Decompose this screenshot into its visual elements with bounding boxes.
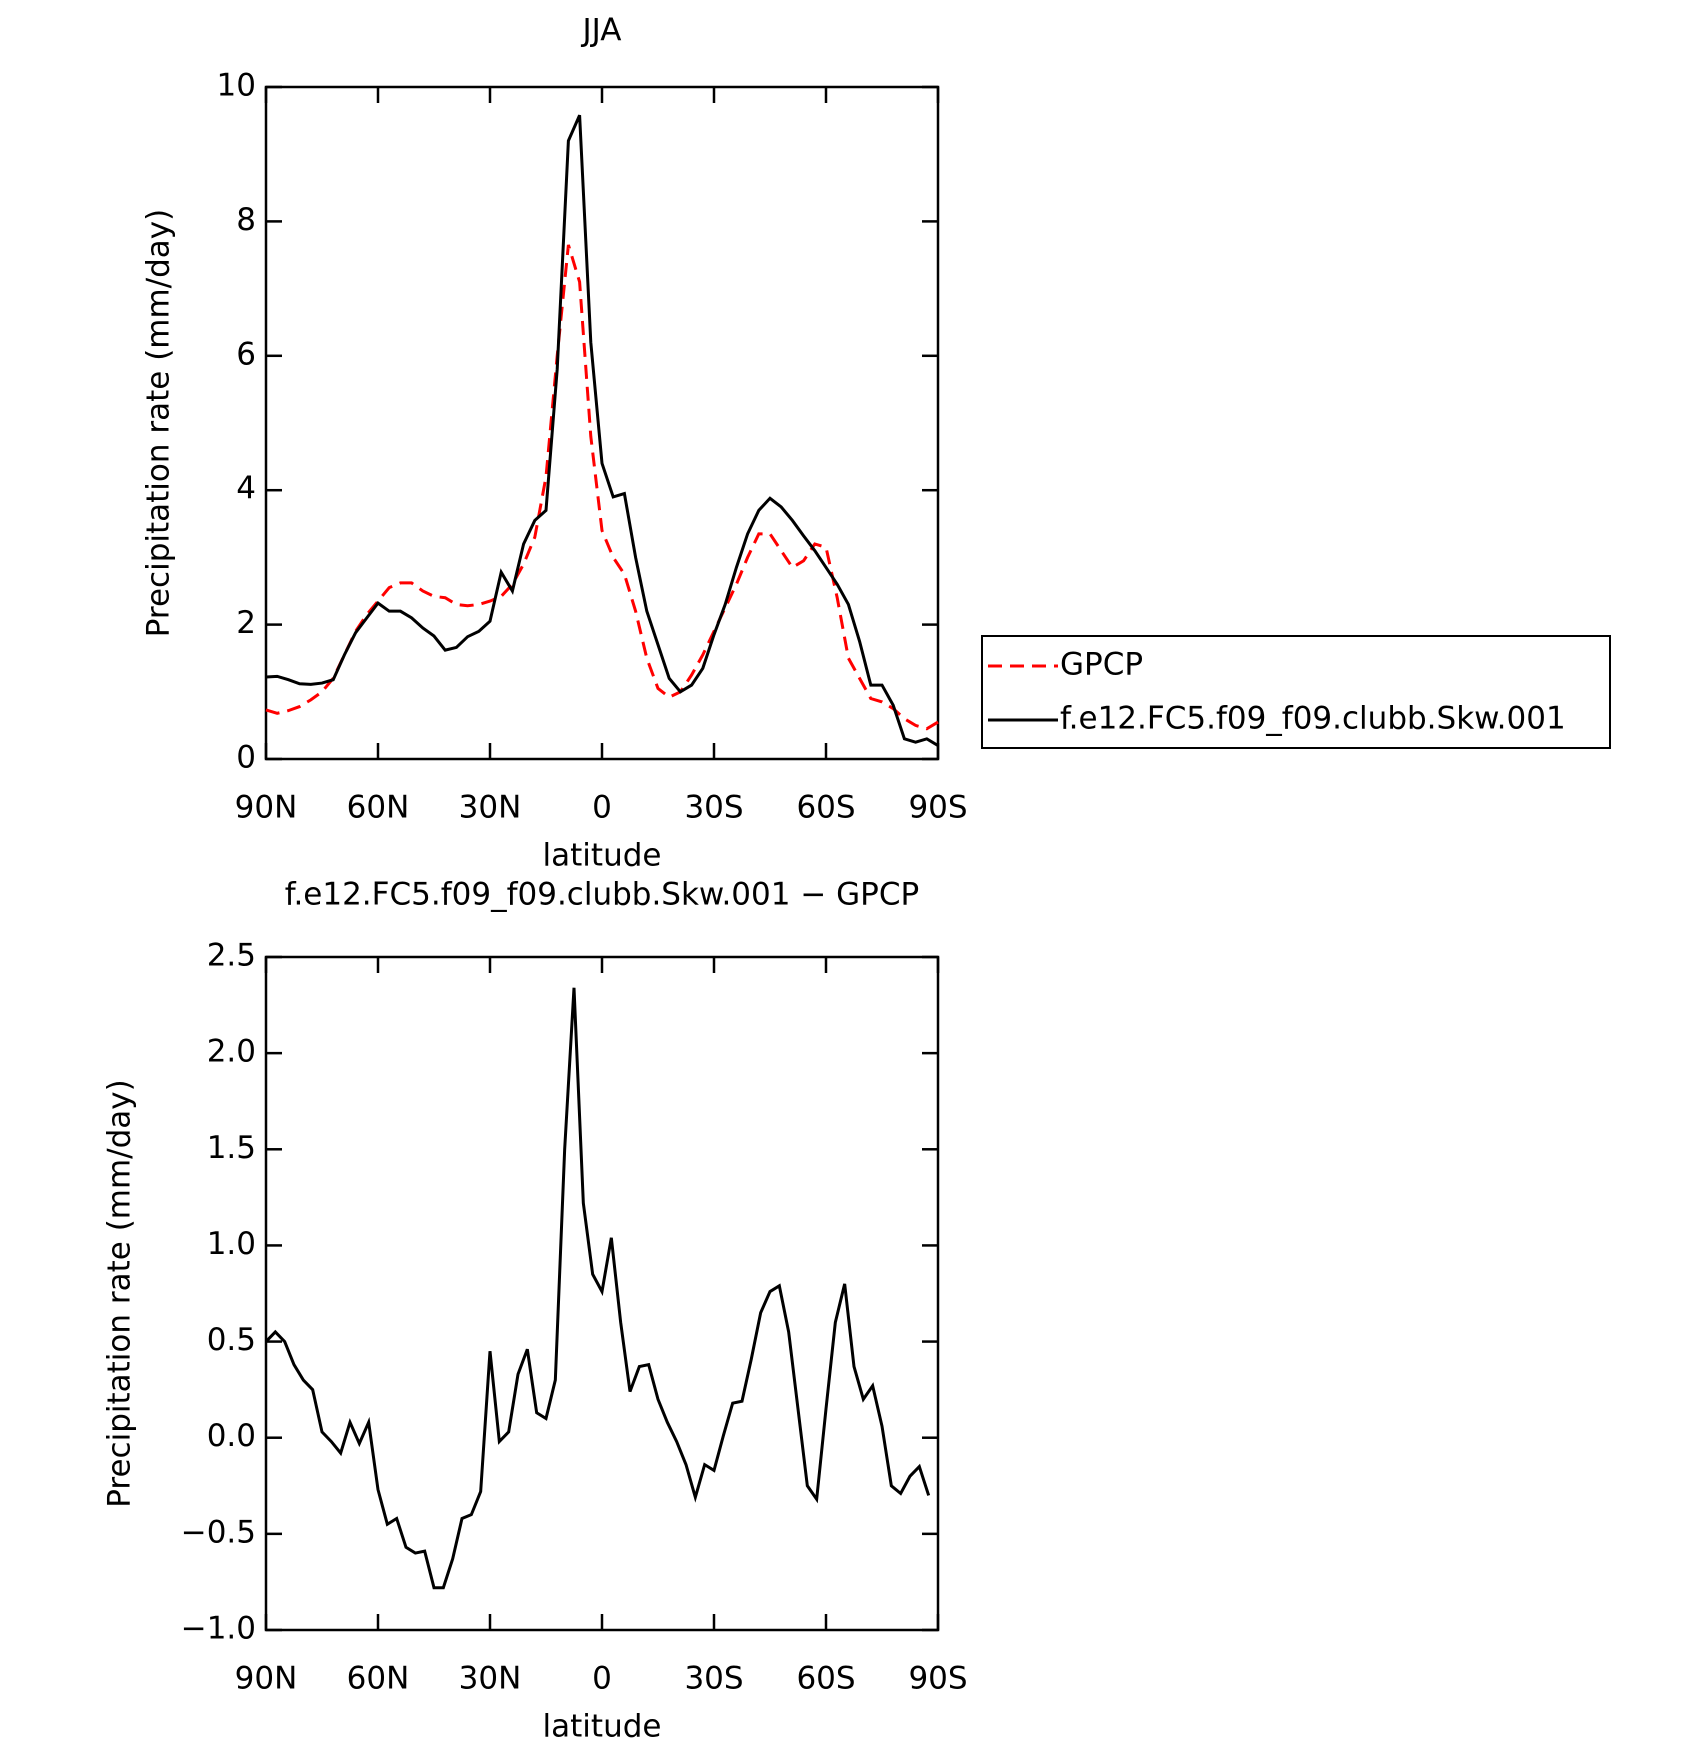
y-axis-label: Precipitation rate (mm/day) (102, 1079, 138, 1508)
y-tick-label: 2 (236, 605, 256, 641)
x-tick-label: 30N (459, 1661, 522, 1697)
data-line (265, 114, 939, 747)
y-tick-label: 10 (217, 68, 256, 104)
legend-box (981, 635, 1611, 749)
y-tick-label: 4 (236, 471, 256, 507)
y-tick-label: 2.5 (207, 938, 256, 974)
chart-title: JJA (581, 13, 622, 49)
y-tick-label: −0.5 (181, 1514, 256, 1550)
x-axis-label: latitude (543, 1709, 662, 1742)
y-tick-label: 0.5 (207, 1322, 256, 1358)
x-tick-label: 90S (908, 790, 967, 826)
y-tick-label: 1.5 (207, 1130, 256, 1166)
x-tick-label: 30N (459, 790, 522, 826)
y-tick-label: 0 (236, 740, 256, 776)
x-tick-label: 30S (684, 790, 743, 826)
y-tick-label: 0.0 (207, 1418, 256, 1454)
x-tick-label: 90N (235, 1661, 298, 1697)
x-tick-label: 30S (684, 1661, 743, 1697)
x-tick-label: 0 (592, 1661, 612, 1697)
x-tick-label: 60S (796, 790, 855, 826)
y-tick-label: 8 (236, 202, 256, 238)
data-line (264, 987, 931, 1590)
x-tick-label: 60N (347, 1661, 410, 1697)
legend-label: GPCP (1060, 647, 1143, 683)
y-tick-label: 6 (236, 336, 256, 372)
y-tick-label: −1.0 (181, 1611, 256, 1647)
y-axis-label: Precipitation rate (mm/day) (141, 209, 177, 638)
data-line (265, 244, 939, 731)
chart-title: f.e12.FC5.f09_f09.clubb.Skw.001 − GPCP (285, 877, 919, 913)
plot-frame (264, 85, 940, 761)
x-tick-label: 90S (908, 1661, 967, 1697)
legend-label: f.e12.FC5.f09_f09.clubb.Skw.001 (1060, 701, 1566, 737)
y-tick-label: 2.0 (207, 1034, 256, 1070)
x-tick-label: 60S (796, 1661, 855, 1697)
x-tick-label: 60N (347, 790, 410, 826)
y-tick-label: 1.0 (207, 1226, 256, 1262)
x-axis-label: latitude (543, 838, 662, 874)
x-tick-label: 90N (235, 790, 298, 826)
x-tick-label: 0 (592, 790, 612, 826)
